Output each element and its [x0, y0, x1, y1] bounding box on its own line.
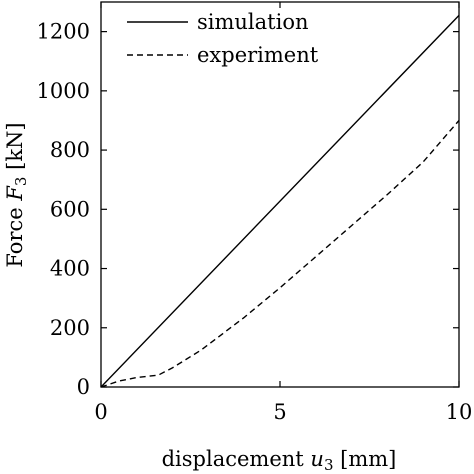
- x-tick-label: 0: [94, 400, 107, 424]
- x-axis-title: displacement u3 [mm]: [162, 447, 397, 474]
- series-line-experiment: [100, 120, 460, 388]
- y-tick-label: 0: [77, 375, 90, 399]
- y-tick-label: 200: [50, 316, 90, 340]
- y-tick-label: 400: [50, 257, 90, 281]
- legend: simulation experiment: [127, 10, 319, 67]
- series-layer: [100, 14, 460, 388]
- y-tick-label: 1200: [37, 20, 90, 44]
- axis-ticks: 0 5 10 0 200 400 600 800 1000 1200: [37, 2, 473, 424]
- series-line-simulation: [100, 14, 460, 388]
- y-tick-label: 800: [50, 138, 90, 162]
- y-tick-label: 600: [50, 197, 90, 221]
- x-tick-label: 5: [273, 400, 286, 424]
- x-tick-label: 10: [446, 400, 473, 424]
- legend-label-simulation: simulation: [197, 10, 309, 34]
- y-tick-label: 1000: [37, 79, 90, 103]
- y-axis-title: Force F3 [kN]: [3, 122, 30, 267]
- legend-label-experiment: experiment: [197, 43, 319, 67]
